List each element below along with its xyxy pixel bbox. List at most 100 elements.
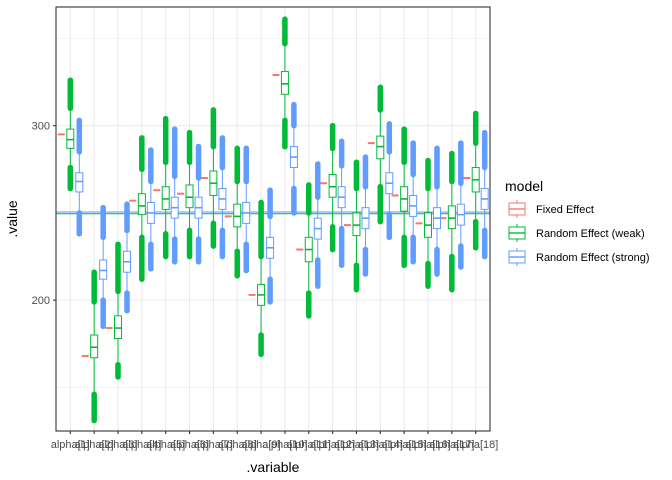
outlier-point	[362, 271, 369, 277]
box-strong	[242, 145, 251, 274]
outlier-point	[425, 283, 431, 289]
outlier-point	[162, 115, 169, 122]
box-iqr	[75, 172, 84, 193]
outlier-point	[410, 140, 416, 146]
x-tick-label: alpha[6]	[170, 439, 209, 451]
outlier-point	[76, 231, 83, 237]
outlier-point	[425, 157, 431, 164]
x-tick-label: alpha[16]	[405, 439, 450, 451]
box-weak	[114, 241, 122, 380]
outlier-point	[458, 140, 464, 146]
outlier-point	[305, 182, 312, 188]
outlier-point	[67, 77, 74, 84]
outlier-point	[219, 253, 226, 260]
outlier-point	[148, 265, 154, 272]
box-strong	[409, 140, 418, 265]
outlier-point	[100, 204, 106, 211]
x-tick-label: alpha[3]	[98, 439, 137, 451]
box-strong	[361, 154, 370, 277]
box-strong	[146, 147, 155, 272]
outlier-point	[458, 264, 464, 270]
outlier-point	[434, 271, 440, 277]
box-iqr	[137, 193, 146, 216]
box-weak	[161, 115, 170, 260]
legend-entry: Random Effect (strong)	[508, 248, 650, 266]
box-weak	[137, 135, 146, 282]
x-tick-label: alpha[11]	[287, 439, 331, 451]
box-iqr	[161, 186, 170, 210]
outlier-point	[195, 258, 202, 265]
box-strong	[433, 145, 441, 277]
outlier-point	[124, 307, 130, 314]
y-axis: 200 300	[32, 121, 56, 307]
box-iqr	[352, 212, 361, 237]
legend-entry: Fixed Effect	[508, 200, 594, 218]
box-weak	[400, 126, 409, 269]
box-weak	[304, 182, 313, 319]
box-iqr	[99, 259, 108, 280]
legend-label: Random Effect (strong)	[536, 252, 650, 264]
outlier-point	[329, 122, 336, 129]
box-strong	[123, 201, 131, 314]
box-iqr	[233, 203, 242, 228]
box-iqr	[280, 71, 289, 95]
outlier-point	[481, 129, 488, 136]
outlier-point	[210, 243, 217, 249]
outlier-point	[76, 117, 83, 124]
outlier-point	[410, 258, 416, 265]
box-strong	[480, 129, 489, 260]
outlier-point	[267, 299, 273, 305]
box-strong	[337, 138, 346, 269]
x-axis: alpha[1]alpha[2]alpha[3]alpha[4]alpha[5]…	[51, 431, 498, 451]
x-tick-label: alpha[12]	[310, 439, 355, 451]
outlier-point	[186, 253, 193, 260]
outlier-point	[362, 154, 369, 160]
outlier-point	[377, 84, 384, 91]
outlier-point	[472, 110, 479, 117]
outlier-point	[377, 218, 384, 225]
outlier-point	[449, 150, 455, 157]
y-tick-label: 300	[32, 121, 50, 133]
box-iqr	[66, 128, 75, 149]
outlier-point	[139, 135, 145, 141]
box-weak	[471, 110, 480, 251]
outlier-point	[148, 147, 154, 153]
outlier-point	[401, 262, 407, 269]
outlier-point	[472, 244, 479, 251]
x-tick-label: alpha[18]	[453, 439, 498, 451]
x-tick-label: alpha[15]	[382, 439, 427, 451]
outlier-point	[234, 272, 241, 279]
outlier-point	[353, 159, 360, 166]
box-weak	[185, 129, 194, 260]
box-strong	[75, 117, 84, 237]
box-weak	[424, 157, 432, 289]
outlier-point	[171, 126, 178, 132]
outlier-point	[267, 187, 273, 194]
panel-border	[55, 6, 491, 432]
outlier-point	[434, 145, 440, 152]
y-axis-title: .value	[4, 200, 20, 238]
box-weak	[352, 159, 361, 293]
outlier-point	[291, 101, 297, 108]
box-iqr	[376, 135, 385, 160]
outlier-point	[401, 126, 407, 132]
outlier-point	[100, 323, 106, 330]
outlier-point	[139, 276, 145, 282]
box-iqr	[90, 334, 99, 359]
legend-entry: Random Effect (weak)	[508, 224, 645, 242]
outlier-point	[282, 16, 288, 23]
outlier-point	[115, 374, 121, 380]
outlier-point	[243, 145, 250, 152]
x-axis-title: .variable	[247, 459, 300, 475]
legend-label: Random Effect (weak)	[536, 228, 645, 240]
x-tick-label: alpha[14]	[358, 439, 403, 451]
x-tick-label: alpha[1]	[51, 439, 90, 451]
outlier-point	[124, 201, 130, 207]
y-tick-label: 200	[32, 295, 50, 307]
x-tick-label: alpha[8]	[218, 439, 257, 451]
x-tick-label: alpha[13]	[334, 439, 379, 451]
box-iqr	[328, 174, 337, 198]
outlier-point	[162, 253, 169, 260]
box-strong	[456, 140, 465, 270]
